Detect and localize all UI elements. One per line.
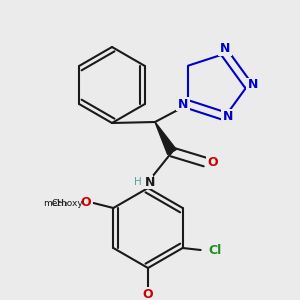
Polygon shape bbox=[155, 122, 176, 154]
Text: CH₃: CH₃ bbox=[51, 199, 68, 208]
Bar bbox=[127, 175, 153, 189]
Bar bbox=[77, 196, 93, 210]
Text: N: N bbox=[145, 176, 155, 188]
Text: H: H bbox=[134, 177, 142, 187]
Text: N: N bbox=[248, 79, 258, 92]
Bar bbox=[218, 42, 232, 56]
Bar bbox=[140, 287, 156, 300]
Text: N: N bbox=[178, 98, 188, 111]
Text: Cl: Cl bbox=[208, 244, 221, 256]
Text: N: N bbox=[220, 42, 230, 55]
Text: methoxy: methoxy bbox=[44, 199, 83, 208]
Text: O: O bbox=[143, 287, 153, 300]
Text: N: N bbox=[223, 110, 233, 123]
Bar bbox=[221, 110, 235, 123]
Bar bbox=[246, 78, 260, 92]
Text: O: O bbox=[80, 196, 91, 209]
Bar bbox=[206, 155, 220, 169]
Text: O: O bbox=[208, 155, 218, 169]
Bar bbox=[176, 98, 190, 111]
Bar bbox=[205, 243, 225, 257]
